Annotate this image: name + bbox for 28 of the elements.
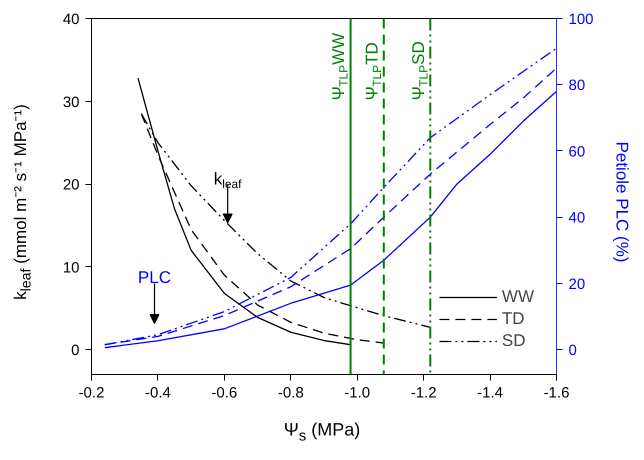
- y-tick-label: 30: [62, 94, 80, 111]
- ref-line-label: ΨTLPSD: [408, 41, 430, 100]
- y2-tick-label: 40: [568, 210, 586, 227]
- x-tick-label: -0.4: [145, 384, 171, 402]
- x-tick-label: -0.8: [278, 384, 304, 402]
- y-tick-label: 40: [62, 11, 80, 28]
- y2-tick-label: 80: [568, 77, 586, 94]
- legend-label: WW: [502, 286, 534, 308]
- x-tick-label: -1.4: [477, 384, 504, 402]
- ref-line-label: ΨTLPWW: [329, 32, 351, 100]
- ref-line-label: ΨTLPTD: [362, 42, 384, 100]
- y2-tick-label: 100: [568, 11, 594, 28]
- legend-label: TD: [502, 308, 525, 330]
- x-tick-label: -0.2: [78, 384, 104, 402]
- y2-tick-label: 0: [568, 342, 577, 360]
- x-tick-label: -0.6: [211, 384, 238, 402]
- annotation: PLC: [138, 268, 172, 287]
- y-tick-label: 20: [62, 176, 80, 194]
- legend-label: SD: [502, 330, 526, 352]
- x-tick-label: -1.0: [344, 384, 370, 402]
- y2-tick-label: 20: [568, 276, 586, 293]
- x-axis-title: Ψ$_{s}$ (MPa): [284, 420, 360, 444]
- y2-tick-label: 60: [568, 143, 586, 160]
- x-tick-label: -1.6: [544, 384, 570, 402]
- x-tick-label: -1.2: [410, 384, 437, 402]
- y-tick-label: 0: [71, 342, 80, 360]
- y-tick-label: 10: [62, 259, 80, 276]
- y2-axis-title: Petiole PLC (%): [612, 142, 631, 262]
